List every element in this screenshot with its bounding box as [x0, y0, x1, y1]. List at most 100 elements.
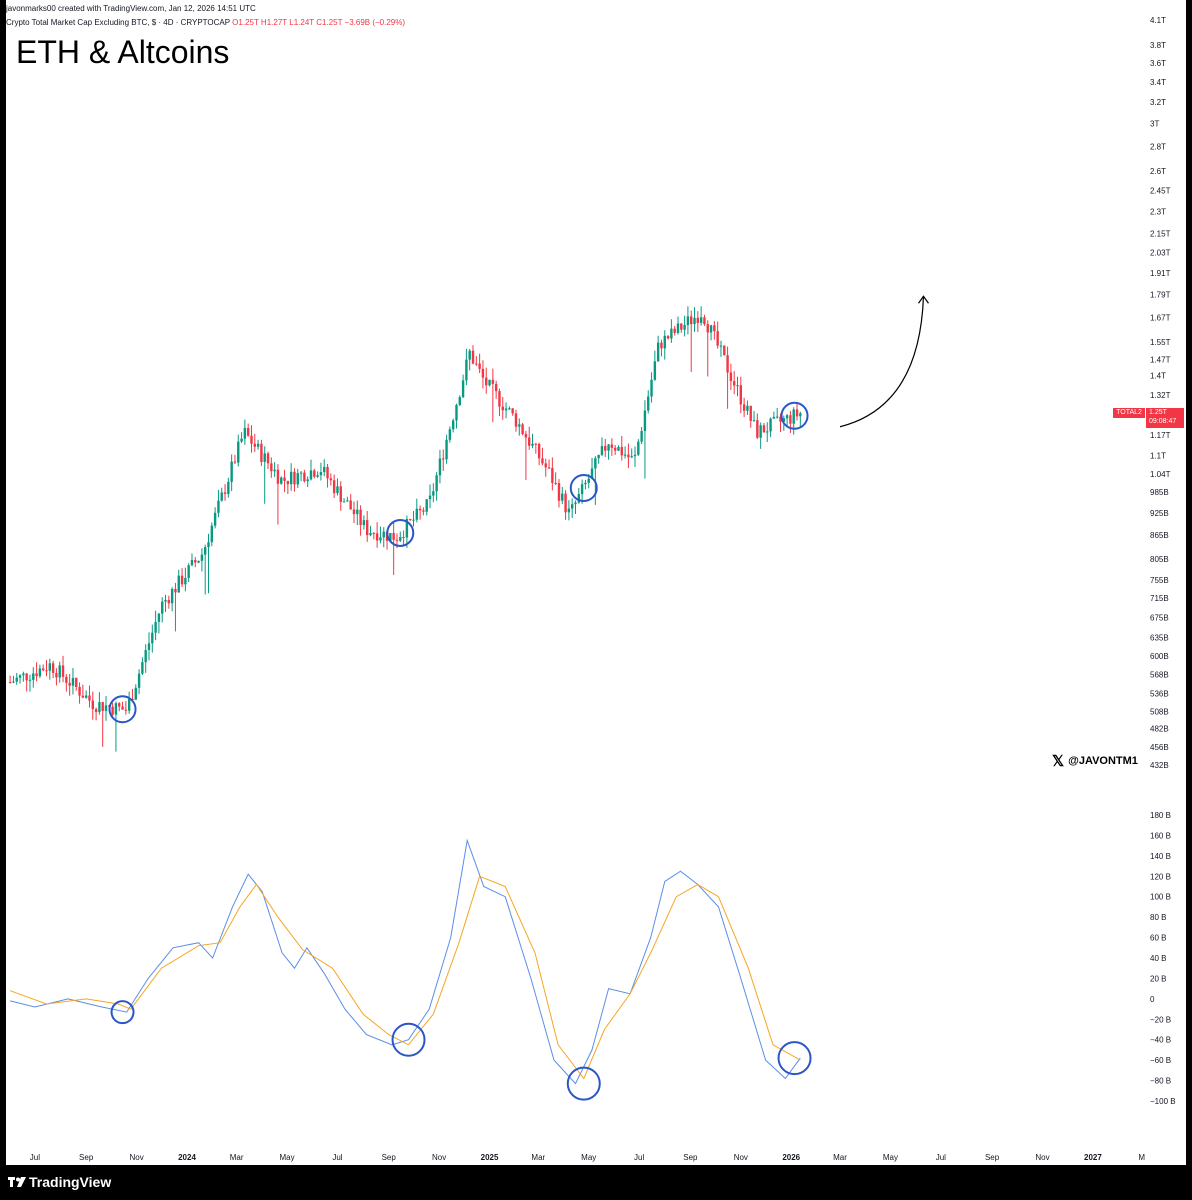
candle-body: [458, 397, 461, 405]
candle-body: [448, 429, 452, 440]
price-tick-label: 3T: [1150, 119, 1159, 128]
candle-body: [104, 705, 108, 711]
price-tick-label: 3.8T: [1150, 41, 1166, 50]
candle-body: [766, 431, 769, 433]
candle-body: [359, 509, 362, 526]
projection-arrow: [839, 296, 925, 428]
candle-body: [732, 381, 736, 386]
candle-body: [273, 469, 276, 472]
price-tick-label: 600B: [1150, 652, 1169, 661]
candle-body: [94, 709, 98, 713]
candle-body: [676, 323, 680, 333]
candle-body: [683, 325, 686, 330]
candle-body: [366, 520, 369, 536]
candle-body: [144, 649, 147, 663]
candle-body: [746, 405, 749, 411]
candle-body: [293, 471, 296, 485]
price-tick-label: 1.1T: [1150, 452, 1166, 461]
candle-body: [296, 473, 299, 485]
candle-body: [607, 444, 610, 451]
candle-body: [656, 342, 660, 362]
candle-body: [289, 471, 293, 485]
candle-body: [32, 673, 35, 680]
candle-body: [319, 472, 323, 476]
candle-body: [799, 413, 802, 417]
candle-body: [75, 677, 78, 687]
time-tick-label: Mar: [230, 1153, 244, 1162]
candle-body: [779, 416, 782, 422]
candle-body: [650, 379, 653, 397]
candle-body: [795, 409, 799, 417]
symbol-legend: Crypto Total Market Cap Excluding BTC, $…: [6, 18, 405, 27]
candle-body: [670, 328, 673, 339]
bar-countdown: 09:08:47: [1149, 418, 1177, 425]
candle-body: [230, 461, 233, 482]
candle-body: [286, 480, 290, 485]
candle-body: [137, 673, 141, 688]
candle-body: [342, 501, 346, 503]
candle-body: [332, 480, 336, 494]
candle-body: [742, 404, 746, 411]
price-highlight-circle: [386, 518, 415, 547]
time-tick-label: May: [581, 1153, 596, 1162]
candle-body: [197, 560, 200, 563]
candle-body: [666, 335, 670, 339]
candle-body: [28, 679, 32, 681]
candle-body: [478, 363, 481, 369]
oscillator-tick-label: −80 B: [1150, 1077, 1171, 1086]
candle-body: [633, 454, 637, 457]
candle-body: [640, 431, 643, 442]
candle-body: [412, 519, 415, 521]
tradingview-brand[interactable]: TradingView: [29, 1174, 112, 1190]
candle-body: [141, 662, 144, 674]
candle-body: [723, 345, 726, 356]
candle-body: [35, 673, 38, 677]
candle-body: [382, 531, 385, 538]
candle-body: [68, 682, 71, 686]
candle-body: [243, 428, 247, 439]
fast-oscillator-line: [9, 838, 801, 1085]
candle-body: [498, 391, 501, 407]
candle-body: [48, 663, 52, 671]
candle-body: [51, 663, 55, 673]
time-tick-label: Sep: [985, 1153, 1000, 1162]
candle-body: [699, 317, 703, 323]
price-tick-label: 568B: [1150, 670, 1169, 679]
time-tick-label: Jul: [634, 1153, 644, 1162]
candle-body: [769, 418, 772, 432]
candle-body: [402, 537, 405, 539]
time-tick-label: May: [279, 1153, 294, 1162]
candle-body: [428, 495, 432, 500]
candle-body: [204, 547, 207, 555]
candle-body: [686, 316, 690, 326]
price-tick-label: 2.3T: [1150, 207, 1166, 216]
candle-body: [481, 368, 485, 378]
candle-body: [184, 578, 187, 585]
oscillator-highlight-circle: [391, 1022, 426, 1057]
price-tick-label: 508B: [1150, 707, 1169, 716]
candle-body: [521, 424, 524, 434]
candle-body: [749, 405, 752, 421]
price-tick-label: 1.55T: [1150, 338, 1171, 347]
candle-body: [58, 665, 61, 678]
candle-body: [114, 703, 118, 715]
chart-canvas: 4.1T 3.8T 3.6T 3.4T 3.2T 3T 2.8T 2.6T 2.45T 2.3T 2…: [8, 16, 1176, 1162]
candle-body: [174, 588, 177, 593]
candle-body: [38, 668, 42, 677]
candle-body: [405, 518, 409, 538]
candle-body: [587, 478, 590, 483]
candle-body: [468, 350, 471, 360]
price-tick-label: 1.17T: [1150, 431, 1171, 440]
candle-body: [471, 350, 475, 364]
candle-body: [170, 588, 174, 604]
candle-body: [570, 504, 574, 509]
candle-body: [775, 416, 779, 418]
candle-body: [627, 454, 630, 458]
candle-body: [151, 632, 154, 644]
candle-body: [118, 703, 121, 707]
candle-body: [306, 479, 309, 482]
price-tick-label: 1.04T: [1150, 470, 1171, 479]
oscillator-series: [9, 838, 801, 1085]
candle-body: [187, 565, 190, 579]
candle-body: [485, 377, 488, 386]
